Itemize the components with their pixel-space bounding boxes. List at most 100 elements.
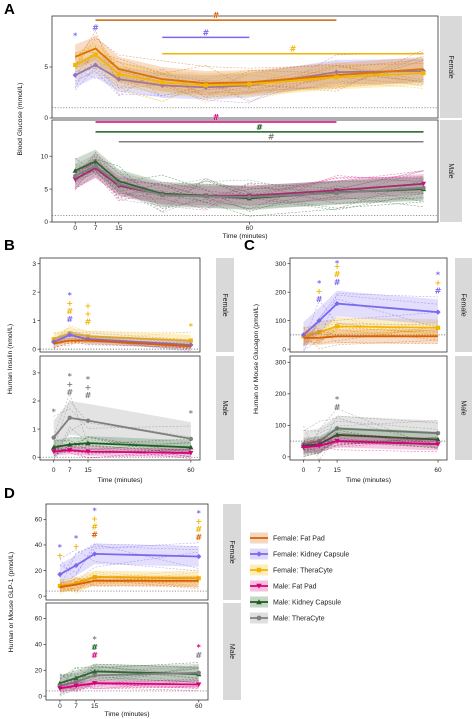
- series-point: [196, 553, 202, 560]
- series-line-female_fat_pad: [53, 339, 191, 348]
- series-line-male_fat_pad: [59, 682, 199, 690]
- sig-marker: +: [66, 299, 73, 308]
- series-point: [73, 62, 78, 68]
- series-point: [72, 72, 78, 78]
- y-tick-label: 40: [35, 642, 43, 649]
- series-point: [73, 562, 79, 569]
- panel-letter: C: [244, 237, 255, 254]
- individual-trace: [53, 340, 191, 348]
- sig-marker: +: [334, 262, 341, 271]
- legend-item: Male: Fat Pad: [250, 580, 317, 592]
- series-point: [116, 181, 121, 187]
- legend-swatch-marker: [256, 599, 262, 605]
- sig-marker: *: [335, 259, 340, 268]
- series-line-female_fat_pad: [59, 579, 199, 589]
- series-line-female_theracyte: [53, 332, 191, 342]
- series-line-female_theracyte: [74, 53, 424, 87]
- individual-trace: [53, 408, 191, 429]
- series-line-male_kidney_capsule: [59, 670, 199, 685]
- y-tick-label: 0: [38, 593, 42, 600]
- facet-strip: [440, 120, 462, 222]
- y-axis-title: Human or Mouse GLP-1 (pmol/L): [8, 552, 15, 652]
- series-point: [203, 194, 209, 199]
- individual-trace: [53, 331, 191, 350]
- series-point: [93, 163, 98, 169]
- series-point: [51, 339, 57, 345]
- individual-trace: [303, 420, 439, 451]
- series-point: [316, 443, 322, 449]
- series-point: [188, 436, 194, 442]
- series-point: [51, 449, 57, 455]
- individual-trace: [75, 64, 424, 103]
- individual-trace: [59, 673, 199, 683]
- sig-marker: *: [436, 270, 441, 279]
- sig-marker: +: [85, 302, 92, 311]
- facet-male: Male 0 100 200 300 #*: [275, 355, 472, 461]
- series-point: [435, 431, 441, 436]
- individual-trace: [59, 682, 199, 691]
- sig-marker: #: [334, 278, 341, 287]
- facet-male: Male 0 5 10 # # #: [41, 113, 462, 226]
- series-point: [335, 324, 340, 329]
- series-line-female_fat_pad: [303, 335, 438, 339]
- individual-trace: [59, 578, 199, 592]
- series-point: [51, 435, 56, 440]
- series-point: [300, 445, 307, 450]
- y-tick-label: 0: [282, 346, 286, 353]
- legend-label: Male: Kidney Capsule: [273, 600, 341, 607]
- x-tick-label: 15: [115, 225, 123, 232]
- series-point: [51, 444, 57, 450]
- individual-trace: [74, 39, 424, 101]
- individual-trace: [303, 408, 439, 461]
- series-point: [334, 75, 339, 80]
- sig-marker: #: [66, 388, 73, 397]
- y-tick-label: 5: [44, 186, 48, 193]
- series-point: [116, 76, 122, 82]
- sig-bar-symbol: #: [202, 28, 209, 37]
- series-point: [73, 173, 78, 179]
- facet-strip-label: Female: [460, 293, 467, 316]
- individual-trace: [74, 152, 424, 210]
- series-point: [72, 168, 78, 173]
- series-line-female_fat_pad: [74, 47, 424, 85]
- sig-marker: #: [91, 651, 98, 660]
- y-tick-label: 200: [275, 289, 286, 296]
- sig-bar-symbol: #: [256, 123, 263, 132]
- y-axis-title: Blood Glucose (mmol/L): [17, 83, 24, 156]
- y-tick-label: 10: [41, 153, 49, 160]
- x-tick-label: 7: [94, 225, 98, 232]
- series-point: [160, 80, 165, 85]
- y-tick-label: 60: [35, 616, 43, 623]
- individual-trace: [53, 342, 191, 349]
- series-point: [188, 444, 194, 450]
- series-point: [73, 679, 79, 685]
- series-point: [334, 426, 340, 431]
- series-point: [57, 686, 63, 691]
- y-tick-label: 300: [275, 261, 286, 268]
- sig-marker: #: [91, 531, 98, 540]
- series-point: [188, 338, 193, 343]
- facet-strip-label: Male: [447, 163, 454, 178]
- facet-strip: [455, 356, 472, 460]
- legend: Female: Fat Pad Female: Kidney Capsule Fem…: [250, 532, 349, 624]
- individual-trace: [59, 666, 199, 697]
- individual-trace: [59, 578, 199, 590]
- legend-item: Male: Kidney Capsule: [250, 596, 341, 608]
- individual-trace: [75, 157, 424, 209]
- individual-trace: [53, 446, 191, 454]
- sig-marker: *: [335, 395, 340, 404]
- x-tick-label: 15: [84, 467, 92, 474]
- individual-trace: [74, 51, 424, 90]
- sig-marker: #: [316, 295, 323, 304]
- x-tick-label: 7: [317, 467, 321, 474]
- sig-marker: #: [334, 270, 341, 279]
- series-line-female_kidney_capsule: [302, 302, 439, 336]
- series-line-male_theracyte: [74, 165, 424, 198]
- individual-trace: [75, 164, 424, 211]
- series-line-male_fat_pad: [53, 449, 191, 454]
- sig-marker: #: [85, 391, 92, 400]
